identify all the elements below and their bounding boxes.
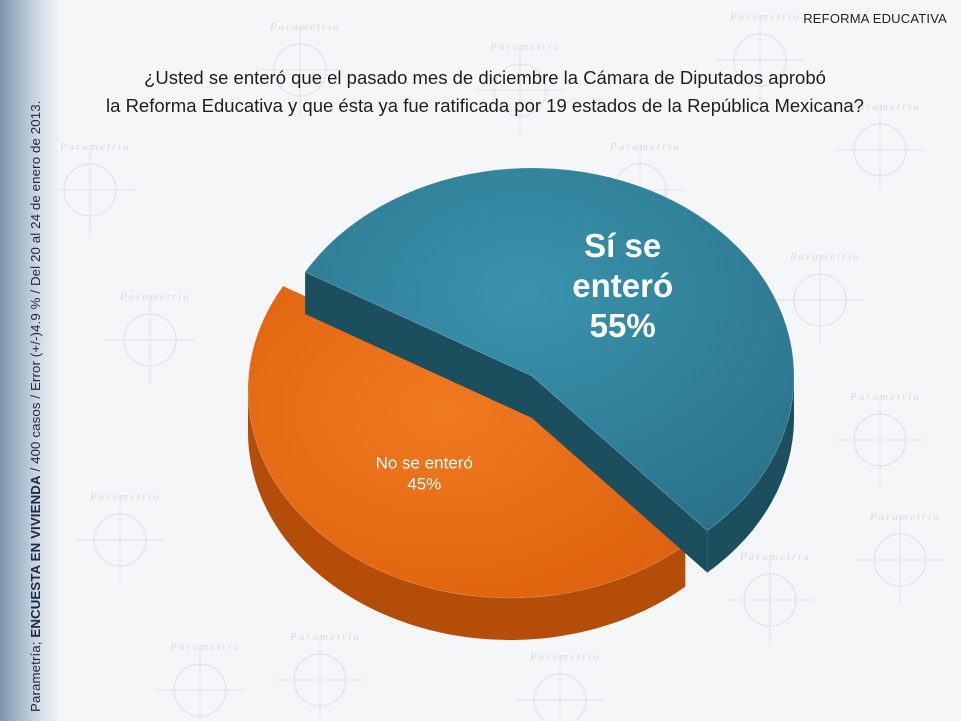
pie-slice-cut-face [305, 272, 532, 418]
watermark-tile: Parametría [45, 141, 135, 235]
pie-slice-label: No se enteró 45% [376, 454, 473, 494]
svg-text:Parametría: Parametría [119, 291, 191, 303]
pie-slice-side [248, 390, 686, 640]
watermark-tile: Parametría [255, 21, 345, 115]
pie-slice-cut-face [532, 376, 708, 573]
question-line-2: la Reforma Educativa y que ésta ya fue r… [106, 95, 864, 116]
pie-slice [304, 167, 795, 532]
pie-slice [247, 285, 687, 599]
watermark-tile: Parametría [775, 251, 865, 345]
question-line-1: ¿Usted se enteró que el pasado mes de di… [144, 67, 826, 88]
svg-text:Parametría: Parametría [739, 551, 811, 563]
svg-text:Parametría: Parametría [169, 641, 241, 653]
left-decorative-strip [0, 0, 58, 721]
watermark-tile: Parametría [715, 11, 805, 105]
svg-text:Parametría: Parametría [289, 631, 361, 643]
question-title: ¿Usted se enteró que el pasado mes de di… [80, 64, 890, 120]
watermark-tile: Parametría [105, 291, 195, 385]
watermark-tile: Parametría [835, 391, 925, 485]
svg-text:Parametría: Parametría [59, 141, 131, 153]
svg-text:Parametría: Parametría [89, 491, 161, 503]
watermark-tile: Parametría [855, 511, 945, 605]
svg-text:Parametría: Parametría [269, 21, 341, 33]
svg-text:Parametría: Parametría [869, 511, 941, 523]
svg-text:Parametría: Parametría [849, 101, 921, 113]
watermark-tile: Parametría [725, 551, 815, 645]
watermark-tile: Parametría [155, 641, 245, 721]
watermark-tile: Parametría [275, 631, 365, 721]
svg-text:Parametría: Parametría [489, 41, 561, 53]
watermark-tile: Parametría [835, 101, 925, 195]
svg-text:Parametría: Parametría [849, 391, 921, 403]
section-label: REFORMA EDUCATIVA [803, 11, 947, 26]
svg-text:Parametría: Parametría [789, 251, 861, 263]
pie-slice-side [707, 376, 794, 573]
watermark-tile: Parametría [515, 651, 605, 721]
watermark-tile: Parametría [475, 41, 565, 135]
watermark-tile: Parametría [75, 491, 165, 585]
svg-text:Parametría: Parametría [609, 141, 681, 153]
svg-text:Parametría: Parametría [529, 651, 601, 663]
svg-text:Parametría: Parametría [729, 11, 801, 23]
pie-slice-label: Sí se enteró 55% [572, 227, 673, 344]
